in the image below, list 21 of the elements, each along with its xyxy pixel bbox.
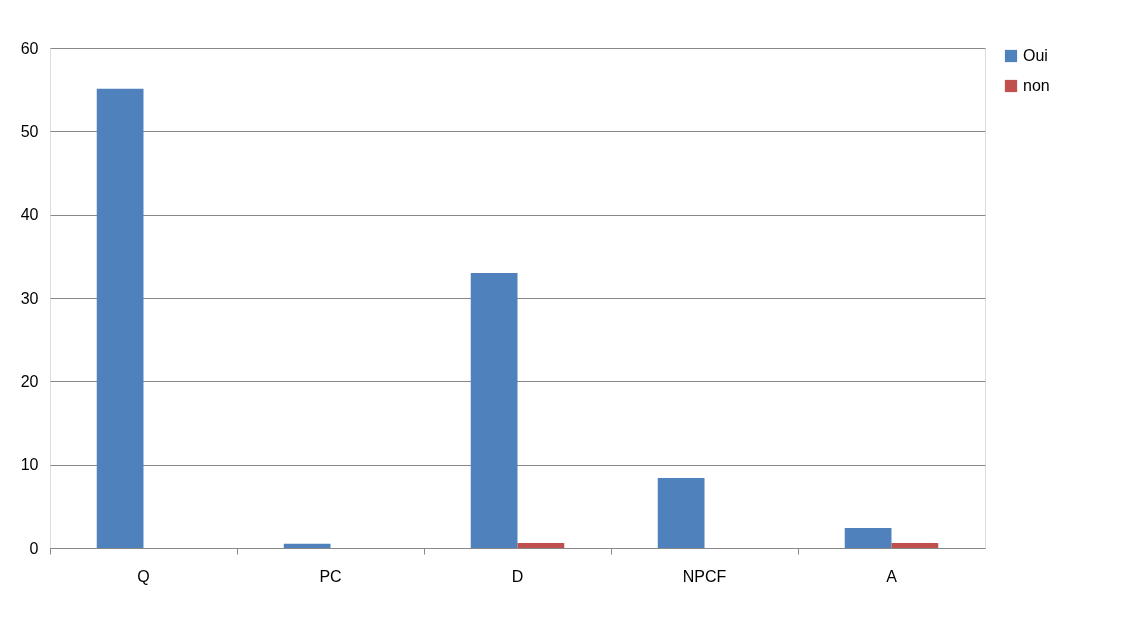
x-tick-label: Q xyxy=(137,567,150,585)
legend-label: non xyxy=(1023,77,1050,94)
y-tick-label: 0 xyxy=(29,539,39,557)
x-tick-label: PC xyxy=(319,567,342,585)
bar xyxy=(844,528,892,548)
y-tick-label: 40 xyxy=(20,206,39,224)
bar xyxy=(517,543,565,548)
bar xyxy=(283,543,331,548)
x-tick-label: D xyxy=(511,567,524,585)
y-tick-label: 60 xyxy=(20,39,39,57)
bar xyxy=(96,88,144,548)
bar xyxy=(657,478,705,548)
y-tick-label: 50 xyxy=(20,122,39,140)
legend-label: Oui xyxy=(1023,47,1048,64)
bar xyxy=(470,273,518,548)
bar xyxy=(891,543,939,548)
x-tick-label: NPCF xyxy=(682,567,727,585)
y-tick-label: 30 xyxy=(20,289,39,307)
y-tick-label: 20 xyxy=(20,372,39,390)
x-tick-label: A xyxy=(886,567,898,585)
y-tick-label: 10 xyxy=(20,456,39,474)
